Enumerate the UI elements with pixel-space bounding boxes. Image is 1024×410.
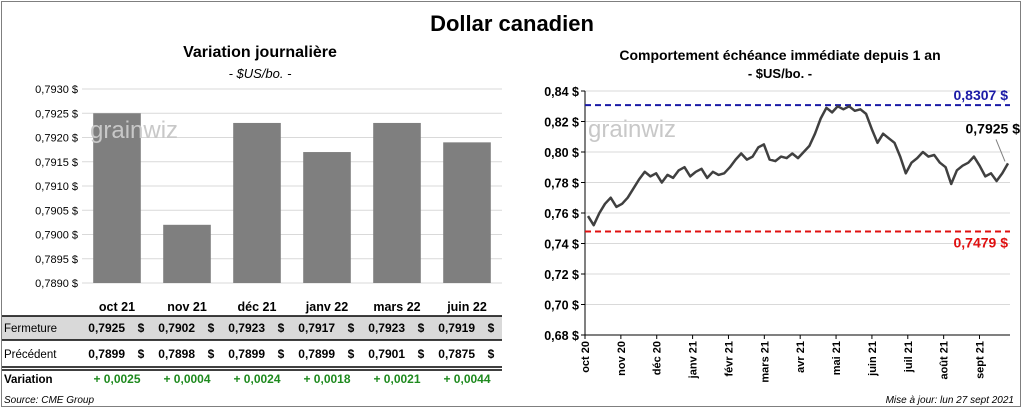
y-tick-label: 0,7915 $ (35, 157, 78, 169)
table-row-label: Précédent (4, 349, 57, 361)
x-tick-label: déc 20 (652, 341, 664, 375)
table-cell: 0,7875 (438, 347, 475, 361)
y-tick-label: 0,7905 $ (35, 205, 78, 217)
page-title: Dollar canadien (430, 11, 594, 36)
y-tick-label: 0,7895 $ (35, 254, 78, 266)
table-cell: 0,7919 (438, 321, 475, 335)
fermeture-row-bg (2, 316, 502, 340)
table-cell: + 0,0004 (163, 372, 210, 386)
table-cell-unit: $ (348, 321, 355, 335)
x-tick-label: juil 21 (903, 341, 915, 373)
table-cell-unit: $ (278, 321, 285, 335)
bar (93, 113, 141, 283)
table-cell: 0,7923 (228, 321, 265, 335)
table-row-label: Variation (4, 374, 53, 386)
y-tick-label: 0,68 $ (544, 329, 579, 343)
x-tick-label: avr 21 (795, 341, 807, 373)
table-cell: 0,7899 (298, 347, 335, 361)
table-cell: + 0,0021 (373, 372, 420, 386)
table-cell: 0,7899 (88, 347, 125, 361)
right-chart-title: Comportement échéance immédiate depuis 1… (619, 47, 941, 63)
x-tick-label: janv 22 (305, 300, 348, 314)
table-cell: + 0,0044 (443, 372, 490, 386)
table-cell-unit: $ (138, 347, 145, 361)
table-cell: 0,7925 (88, 321, 125, 335)
x-tick-label: déc 21 (238, 300, 277, 314)
bar (373, 122, 421, 283)
table-cell: 0,7899 (228, 347, 265, 361)
x-tick-label: mars 21 (759, 341, 771, 383)
x-tick-label: juin 22 (446, 300, 487, 314)
table-cell: + 0,0025 (93, 372, 140, 386)
y-tick-label: 0,7925 $ (35, 108, 78, 120)
y-tick-label: 0,72 $ (544, 268, 579, 282)
y-tick-label: 0,7910 $ (35, 181, 78, 193)
y-tick-label: 0,7930 $ (35, 84, 78, 96)
max-label: 0,8307 $ (954, 87, 1009, 103)
table-cell: 0,7898 (158, 347, 195, 361)
x-tick-label: août 21 (939, 341, 951, 380)
x-tick-label: févr 21 (723, 341, 735, 376)
x-tick-label: mai 21 (831, 341, 843, 375)
last-value-leader (995, 139, 1006, 162)
bar (443, 142, 491, 283)
table-cell-unit: $ (208, 347, 215, 361)
left-chart-subtitle: - $US/bo. - (228, 66, 292, 81)
x-tick-label: nov 21 (167, 300, 207, 314)
x-tick-label: juin 21 (867, 341, 879, 377)
x-tick-label: sept 21 (975, 341, 987, 379)
y-tick-label: 0,70 $ (544, 299, 579, 313)
table-cell-unit: $ (208, 321, 215, 335)
source-note: Source: CME Group (4, 395, 95, 406)
min-label: 0,7479 $ (954, 234, 1009, 250)
table-cell-unit: $ (418, 321, 425, 335)
y-tick-label: 0,80 $ (544, 146, 579, 160)
y-tick-label: 0,7890 $ (35, 278, 78, 290)
table-cell-unit: $ (488, 347, 495, 361)
table-cell: + 0,0018 (303, 372, 350, 386)
table-cell: 0,7923 (368, 321, 405, 335)
left-chart-title: Variation journalière (183, 44, 337, 61)
right-chart-subtitle: - $US/bo. - (747, 66, 813, 81)
bar (163, 224, 211, 283)
x-tick-label: mars 22 (373, 300, 420, 314)
table-row-label: Fermeture (4, 323, 57, 335)
watermark-left: grainwiz (90, 117, 178, 144)
table-cell-unit: $ (348, 347, 355, 361)
x-tick-label: oct 21 (99, 300, 135, 314)
last-value-label: 0,7925 $ (966, 120, 1021, 136)
table-cell-unit: $ (488, 321, 495, 335)
table-cell: + 0,0024 (233, 372, 280, 386)
table-cell: 0,7902 (158, 321, 195, 335)
y-tick-label: 0,78 $ (544, 177, 579, 191)
table-cell: 0,7917 (298, 321, 335, 335)
update-note: Mise à jour: lun 27 sept 2021 (885, 395, 1014, 406)
x-tick-label: oct 20 (580, 341, 592, 373)
bar (303, 152, 351, 283)
table-cell-unit: $ (418, 347, 425, 361)
price-series-line (586, 105, 1010, 227)
watermark-right: grainwiz (588, 116, 676, 143)
y-tick-label: 0,74 $ (544, 238, 579, 252)
y-tick-label: 0,82 $ (544, 116, 579, 130)
table-cell: 0,7901 (368, 347, 405, 361)
y-tick-label: 0,7900 $ (35, 230, 78, 242)
table-cell-unit: $ (278, 347, 285, 361)
table-cell-unit: $ (138, 321, 145, 335)
x-tick-label: nov 20 (616, 341, 628, 376)
x-tick-label: janv 21 (688, 341, 700, 379)
y-tick-label: 0,84 $ (544, 85, 579, 99)
bar (233, 122, 281, 283)
y-tick-label: 0,76 $ (544, 207, 579, 221)
y-tick-label: 0,7920 $ (35, 133, 78, 145)
